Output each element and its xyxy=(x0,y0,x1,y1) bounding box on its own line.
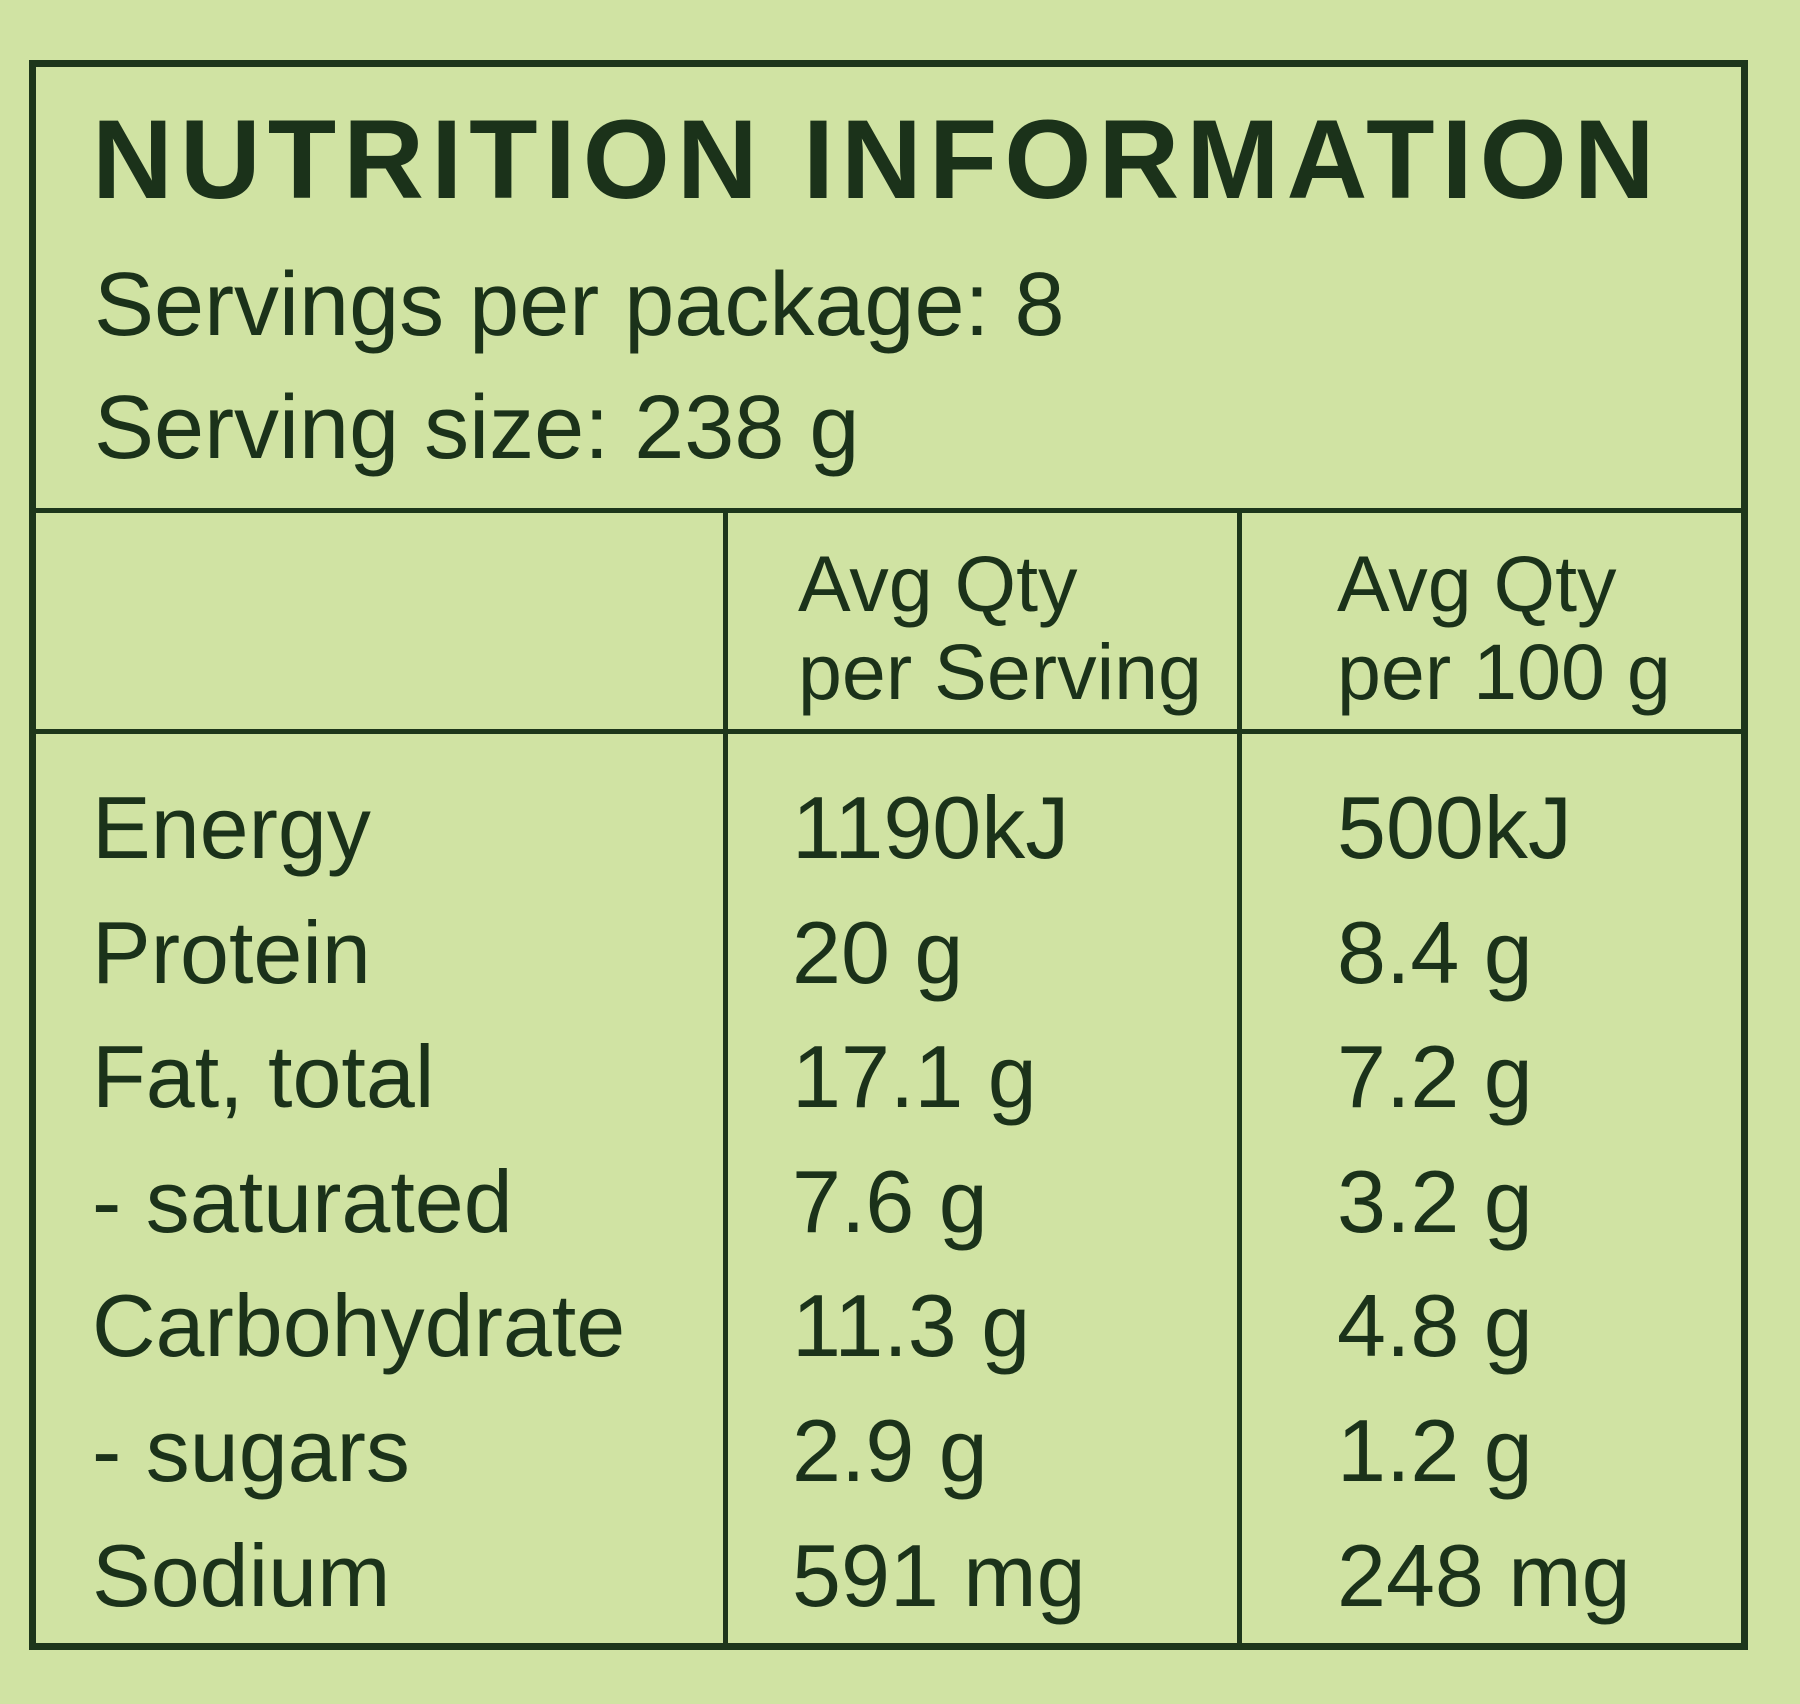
servings-per-package: Servings per package: 8 xyxy=(94,255,1065,355)
nutrient-name: Fat, total xyxy=(92,1027,435,1127)
column-header-per-100g: Avg Qty per 100 g xyxy=(1337,540,1671,716)
column-divider-2 xyxy=(1237,511,1242,1650)
per-100g-value: 4.8 g xyxy=(1337,1276,1533,1376)
column-header-per-serving: Avg Qty per Serving xyxy=(798,540,1202,716)
nutrient-name: - saturated xyxy=(92,1151,513,1251)
column-header-line: per 100 g xyxy=(1337,627,1671,716)
per-serving-value: 2.9 g xyxy=(792,1401,988,1500)
table-row: - sugars 2.9 g 1.2 g xyxy=(0,1407,1800,1531)
table-row: Energy 1190kJ 500kJ xyxy=(0,784,1800,908)
per-100g-value: 500kJ xyxy=(1337,778,1572,877)
nutrient-name: Sodium xyxy=(92,1525,391,1625)
nutrition-panel-border xyxy=(29,60,1748,1650)
nutrient-name: Protein xyxy=(92,902,371,1002)
panel-title: NUTRITION INFORMATION xyxy=(92,97,1662,222)
table-row: Carbohydrate 11.3 g 4.8 g xyxy=(0,1282,1800,1406)
column-header-line: Avg Qty xyxy=(1337,539,1617,628)
per-100g-value: 3.2 g xyxy=(1337,1151,1533,1251)
serving-size: Serving size: 238 g xyxy=(94,378,860,478)
column-header-line: per Serving xyxy=(798,627,1202,716)
per-100g-value: 1.2 g xyxy=(1337,1401,1533,1500)
table-row: Protein 20 g 8.4 g xyxy=(0,902,1800,1033)
per-100g-value: 7.2 g xyxy=(1337,1027,1533,1127)
table-row: Fat, total 17.1 g 7.2 g xyxy=(0,1033,1800,1157)
nutrient-name: - sugars xyxy=(92,1401,410,1500)
column-header-line: Avg Qty xyxy=(798,539,1078,628)
per-serving-value: 1190kJ xyxy=(792,778,1070,877)
column-header-divider xyxy=(29,729,1748,734)
per-serving-value: 20 g xyxy=(792,902,964,1002)
table-row: - saturated 7.6 g 3.2 g xyxy=(0,1151,1800,1282)
per-serving-value: 17.1 g xyxy=(792,1027,1037,1127)
nutrient-name: Carbohydrate xyxy=(92,1276,626,1376)
per-serving-value: 591 mg xyxy=(792,1525,1086,1625)
per-serving-value: 7.6 g xyxy=(792,1151,988,1251)
column-divider-1 xyxy=(723,511,728,1650)
table-row: Sodium 591 mg 248 mg xyxy=(0,1525,1800,1656)
header-divider xyxy=(29,508,1748,513)
per-100g-value: 8.4 g xyxy=(1337,902,1533,1002)
per-100g-value: 248 mg xyxy=(1337,1525,1631,1625)
nutrient-name: Energy xyxy=(92,778,371,877)
per-serving-value: 11.3 g xyxy=(792,1276,1031,1376)
